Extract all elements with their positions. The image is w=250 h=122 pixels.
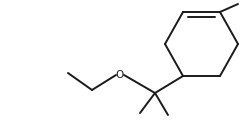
Text: O: O — [116, 70, 124, 80]
